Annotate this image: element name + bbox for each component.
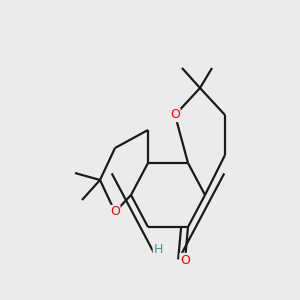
- Text: H: H: [153, 244, 163, 256]
- Text: O: O: [170, 109, 180, 122]
- Text: O: O: [110, 206, 120, 218]
- Text: O: O: [180, 254, 190, 266]
